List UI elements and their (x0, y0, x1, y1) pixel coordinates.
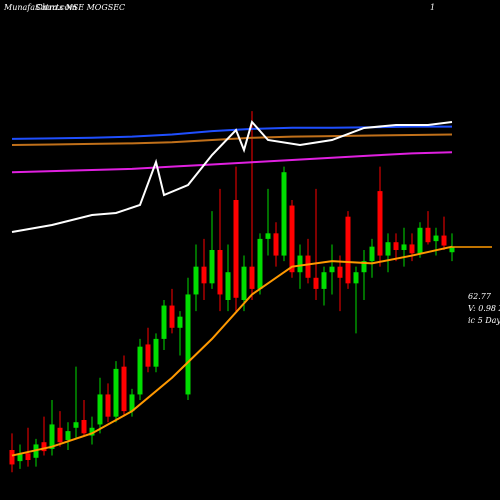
candle-body (433, 235, 439, 242)
candle-body (137, 346, 143, 395)
candle-body (321, 272, 327, 289)
candle-body (417, 227, 423, 254)
candle-body (449, 247, 455, 253)
candle-body (353, 272, 359, 284)
candle-body (57, 427, 63, 443)
candle-body (297, 255, 303, 273)
candle-body (289, 205, 295, 273)
candle-body (281, 172, 287, 256)
candle-body (153, 338, 159, 367)
overlay-line (11, 119, 453, 233)
watermark: MunafaSutra.com (3, 3, 77, 12)
candle-body (209, 250, 215, 284)
candle-body (73, 422, 79, 428)
last-close-label: 62.77 (468, 292, 492, 301)
candle-body (393, 242, 399, 250)
candle-body (193, 266, 199, 295)
candle-body (265, 233, 271, 239)
candle-body (89, 427, 95, 436)
candle-body (337, 266, 343, 278)
annotation: V: 0.98 X (468, 304, 500, 313)
candle-body (121, 366, 127, 412)
candle-body (81, 420, 87, 434)
candle-body (169, 305, 175, 328)
candle-body (113, 368, 119, 417)
chart-title: Charts NSE MOGSEC (36, 3, 125, 12)
candle-body (257, 238, 263, 289)
candle-body (249, 266, 255, 289)
candle-body (217, 250, 223, 295)
corner-label: 1 (430, 3, 435, 12)
candle-body (25, 453, 31, 460)
candle-body (369, 246, 375, 262)
candle-body (145, 344, 151, 367)
candle-body (385, 242, 391, 256)
candle-body (9, 450, 15, 465)
overlay-line (11, 133, 453, 146)
candle-body (201, 266, 207, 284)
candle-body (177, 316, 183, 328)
candle-body (233, 200, 239, 298)
candle-body (409, 244, 415, 254)
candle-body (313, 277, 319, 289)
overlay-line (11, 245, 453, 457)
candle-body (305, 255, 311, 278)
candle-body (105, 394, 111, 417)
candle-body (225, 272, 231, 300)
candle-body (65, 431, 71, 440)
candle-body (273, 233, 279, 256)
annotation: ic 5 Days (468, 316, 500, 325)
candle-body (185, 294, 191, 395)
candle-body (377, 191, 383, 256)
candle-body (425, 227, 431, 243)
candle-body (49, 424, 55, 449)
candle-body (345, 216, 351, 284)
candle-body (41, 442, 47, 452)
candle-body (161, 305, 167, 339)
candle-body (361, 261, 367, 273)
overlay-line (11, 151, 453, 174)
candle-body (97, 394, 103, 425)
candle-body (241, 266, 247, 300)
candle-body (17, 453, 23, 462)
candle-body (329, 266, 335, 273)
candle-body (441, 235, 447, 246)
candle-body (129, 394, 135, 412)
candle-body (401, 244, 407, 250)
